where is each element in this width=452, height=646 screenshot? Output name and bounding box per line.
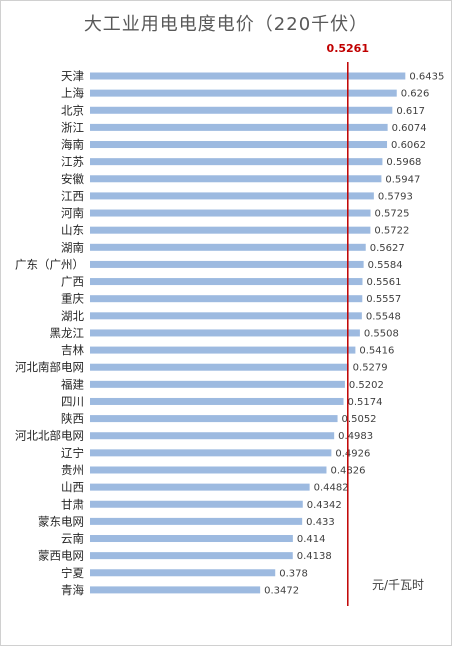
bar — [90, 175, 382, 183]
bar — [90, 415, 338, 423]
category-label: 蒙西电网 — [38, 549, 84, 563]
category-label: 湖南 — [61, 240, 84, 254]
category-label: 江苏 — [61, 155, 84, 169]
value-label: 0.617 — [396, 106, 425, 117]
category-label: 云南 — [61, 532, 84, 546]
category-label: 青海 — [61, 583, 84, 597]
category-label: 安徽 — [61, 172, 84, 186]
value-label: 0.378 — [279, 568, 308, 579]
bar — [90, 380, 345, 388]
category-label: 北京 — [61, 103, 84, 117]
category-label: 山东 — [61, 223, 84, 237]
bar — [90, 500, 303, 508]
bar — [90, 517, 303, 525]
category-label: 蒙东电网 — [38, 514, 84, 528]
value-label: 0.5416 — [359, 346, 394, 357]
value-label: 0.5725 — [375, 209, 410, 220]
value-label: 0.5584 — [368, 260, 403, 271]
bar — [90, 72, 406, 80]
category-label: 福建 — [61, 377, 84, 391]
category-label: 天津 — [61, 69, 84, 83]
category-label: 上海 — [61, 86, 84, 100]
category-label: 海南 — [61, 138, 84, 152]
category-label: 宁夏 — [61, 566, 84, 580]
value-label: 0.4342 — [307, 500, 342, 511]
category-label: 贵州 — [61, 463, 84, 477]
bar — [90, 346, 356, 354]
category-label: 广西 — [61, 275, 84, 289]
reference-line-label: 0.5261 — [327, 42, 369, 55]
bar — [90, 312, 362, 320]
bar — [90, 363, 349, 371]
bar — [90, 260, 364, 268]
category-label: 浙江 — [61, 120, 84, 134]
bar — [90, 141, 388, 149]
value-label: 0.5174 — [348, 397, 383, 408]
category-label: 辽宁 — [61, 446, 84, 460]
bar — [90, 226, 371, 234]
category-label: 湖北 — [61, 309, 84, 323]
bar — [90, 552, 293, 560]
value-label: 0.3472 — [264, 585, 299, 596]
value-label: 0.4138 — [297, 551, 332, 562]
value-label: 0.5508 — [364, 328, 399, 339]
category-label: 黑龙江 — [50, 326, 85, 340]
category-label: 广东（广州） — [15, 257, 84, 271]
value-label: 0.5968 — [386, 157, 421, 168]
category-label: 吉林 — [61, 343, 84, 357]
bar — [90, 586, 261, 594]
value-label: 0.4983 — [338, 431, 373, 442]
bar — [90, 243, 366, 251]
category-label: 重庆 — [61, 292, 84, 306]
category-label: 江西 — [61, 189, 84, 203]
value-label: 0.5279 — [353, 363, 388, 374]
value-label: 0.433 — [306, 517, 335, 528]
value-label: 0.5947 — [385, 174, 420, 185]
bar — [90, 192, 374, 200]
value-label: 0.5722 — [374, 226, 409, 237]
bar — [90, 483, 310, 491]
bar — [90, 158, 383, 166]
value-label: 0.5793 — [378, 191, 413, 202]
value-label: 0.6435 — [409, 72, 444, 83]
bar — [90, 89, 397, 97]
bar — [90, 449, 332, 457]
chart-title: 大工业用电电度电价（220千伏） — [83, 14, 369, 35]
bars-group: 天津 0.6435 上海 0.626 北京 0.617 浙江 0.6074 海南 0.6062 江苏… — [15, 69, 444, 597]
bar — [90, 209, 371, 217]
bar — [90, 278, 363, 286]
bar — [90, 569, 276, 577]
value-label: 0.5627 — [370, 243, 405, 254]
bar — [90, 106, 393, 114]
value-label: 0.626 — [401, 89, 430, 100]
value-label: 0.5557 — [366, 294, 401, 305]
category-label: 甘肃 — [61, 497, 84, 511]
category-label: 河北南部电网 — [15, 360, 84, 374]
value-label: 0.6074 — [392, 123, 427, 134]
bar — [90, 466, 327, 474]
category-label: 河南 — [61, 206, 84, 220]
bar — [90, 432, 335, 440]
value-label: 0.6062 — [391, 140, 426, 151]
category-label: 四川 — [61, 394, 84, 408]
bar — [90, 295, 363, 303]
value-label: 0.5202 — [349, 380, 384, 391]
value-label: 0.414 — [297, 534, 326, 545]
bar — [90, 123, 388, 131]
bar — [90, 397, 344, 405]
bar — [90, 535, 293, 543]
value-label: 0.4926 — [335, 448, 370, 459]
bar — [90, 329, 360, 337]
category-label: 陕西 — [61, 412, 84, 426]
value-label: 0.4482 — [314, 483, 349, 494]
value-label: 0.5052 — [342, 414, 377, 425]
category-label: 山西 — [61, 480, 84, 494]
value-label: 0.5561 — [366, 277, 401, 288]
category-label: 河北北部电网 — [15, 429, 84, 443]
value-label: 0.5548 — [366, 311, 401, 322]
unit-label: 元/千瓦时 — [372, 578, 424, 592]
